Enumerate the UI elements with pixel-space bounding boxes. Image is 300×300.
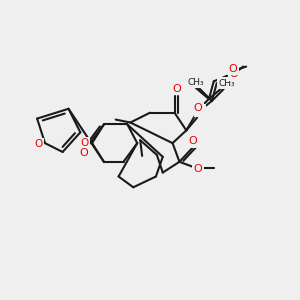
Text: O: O	[80, 138, 88, 148]
Text: O: O	[194, 103, 203, 113]
Text: O: O	[229, 69, 238, 80]
Text: CH₃: CH₃	[218, 79, 235, 88]
Text: O: O	[228, 64, 237, 74]
Text: O: O	[194, 164, 203, 174]
Text: O: O	[80, 148, 88, 158]
Text: CH₃: CH₃	[188, 78, 204, 87]
Text: O: O	[172, 84, 181, 94]
Text: O: O	[34, 139, 42, 149]
Text: O: O	[189, 136, 198, 146]
Text: O: O	[196, 106, 204, 116]
